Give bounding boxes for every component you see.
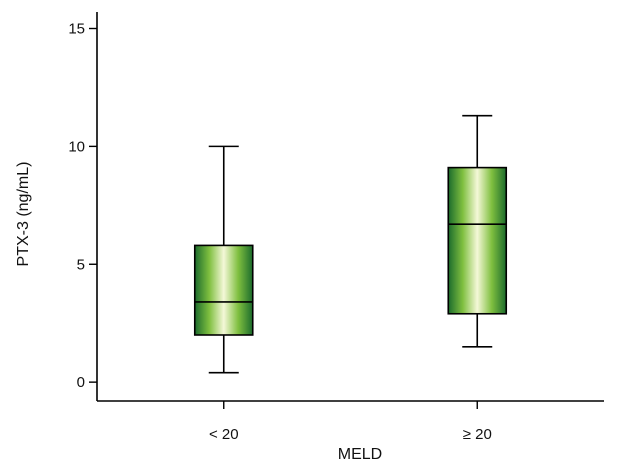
y-tick-label: 15 <box>68 21 85 38</box>
y-tick-label: 10 <box>68 138 85 155</box>
y-tick-label: 5 <box>77 256 85 273</box>
box-iqr <box>447 166 508 315</box>
y-axis-title: PTX-3 (ng/mL) <box>15 162 32 267</box>
x-axis-title: MELD <box>338 446 382 463</box>
x-tick-label: ≥ 20 <box>463 426 492 443</box>
y-tick-label: 0 <box>77 374 85 391</box>
box-iqr <box>193 244 254 336</box>
x-tick-label: < 20 <box>209 426 239 443</box>
